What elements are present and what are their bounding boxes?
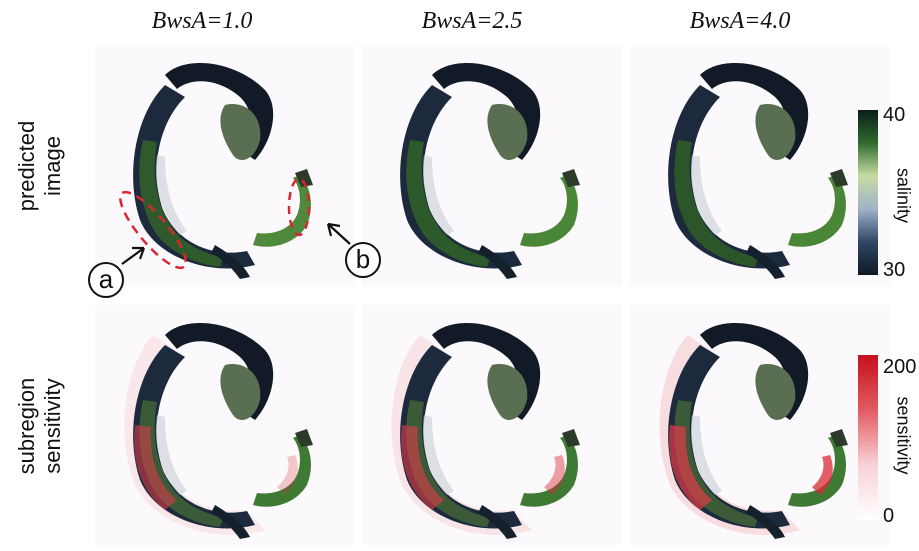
central-patch-region (220, 104, 261, 160)
sensitivity-panel-bwsa-2-5 (362, 305, 622, 545)
eastern-hook-tip (562, 429, 580, 447)
light-streak (422, 415, 454, 495)
arrow-a (121, 246, 146, 265)
row-label-line2: sensitivity (40, 378, 65, 474)
predicted-image-panel-bwsa-2-5 (362, 45, 622, 285)
sensitivity-min-tick: 0 (883, 505, 895, 527)
light-streak (155, 415, 187, 495)
eastern-hook-region (520, 435, 578, 507)
eastern-hook-region (788, 435, 846, 507)
eastern-hook-region (520, 175, 578, 247)
sensitivity-panel-bwsa-1 (95, 305, 355, 545)
central-patch-region (220, 364, 261, 420)
southern-tail-region (211, 505, 250, 539)
callout-a: a (88, 262, 124, 298)
sensitivity-hook-highlight (277, 455, 298, 495)
northern-basin-region (165, 323, 274, 420)
salinity-colorbar (858, 110, 878, 275)
row-label-line1: subregion (14, 377, 39, 475)
light-streak (690, 155, 722, 235)
western-band-region (674, 140, 758, 267)
sensitivity-colorbar-title: sensitivity (893, 396, 914, 475)
column-header-bwsa-2-5: BwsA=2.5 (421, 8, 523, 34)
northern-basin-region (700, 323, 809, 420)
sensitivity-colorbar (858, 355, 878, 520)
eastern-hook-tip (295, 429, 313, 447)
eastern-hook-tip (830, 429, 848, 447)
southern-tail-region (746, 245, 785, 279)
sensitivity-western-highlight (401, 425, 444, 510)
dashed-ellipse-b (287, 177, 311, 237)
row-label-line1: predicted (14, 120, 39, 212)
column-header-bwsa-1: BwsA=1.0 (151, 8, 253, 34)
sensitivity-max-tick: 200 (883, 356, 917, 378)
dashed-ellipse-a (119, 190, 187, 270)
southern-tail-region (211, 245, 250, 279)
northern-basin-region (700, 63, 809, 160)
eastern-hook-region (253, 175, 311, 247)
column-header-bwsa-4: BwsA=4.0 (689, 8, 791, 34)
northern-basin-region (165, 63, 274, 160)
predicted-image-panel-bwsa-1 (95, 45, 355, 285)
callout-arrows (121, 222, 351, 265)
southern-tail-region (478, 505, 517, 539)
row-label-subregion-sensitivity: subregion sensitivity (14, 366, 66, 486)
row-label-line2: image (40, 136, 65, 196)
salinity-colorbar-title: salinity (893, 167, 914, 224)
sensitivity-western-highlight (669, 425, 712, 510)
light-streak (155, 155, 187, 235)
western-band-region (406, 140, 490, 267)
sensitivity-western-highlight (134, 425, 177, 510)
light-streak (690, 415, 722, 495)
row-label-predicted-image: predicted image (14, 106, 66, 226)
sensitivity-hook-highlight (544, 455, 565, 495)
sensitivity-panel-bwsa-4 (630, 305, 890, 545)
sensitivity-hook-highlight (812, 455, 833, 495)
northern-basin-region (432, 63, 541, 160)
salinity-max-tick: 40 (883, 104, 906, 126)
eastern-hook-tip (830, 169, 848, 187)
eastern-hook-tip (295, 169, 313, 187)
eastern-hook-region (253, 435, 311, 507)
western-band-region (139, 140, 223, 267)
southern-tail-region (746, 505, 785, 539)
light-streak (422, 155, 454, 235)
callout-b: b (345, 242, 381, 278)
central-patch-region (487, 364, 528, 420)
predicted-image-panel-bwsa-4 (630, 45, 890, 285)
eastern-hook-tip (562, 169, 580, 187)
central-patch-region (755, 104, 796, 160)
central-patch-region (487, 104, 528, 160)
salinity-min-tick: 30 (883, 259, 906, 281)
arrow-b (326, 222, 351, 245)
southern-tail-region (478, 245, 517, 279)
northern-basin-region (432, 323, 541, 420)
eastern-hook-region (788, 175, 846, 247)
central-patch-region (755, 364, 796, 420)
